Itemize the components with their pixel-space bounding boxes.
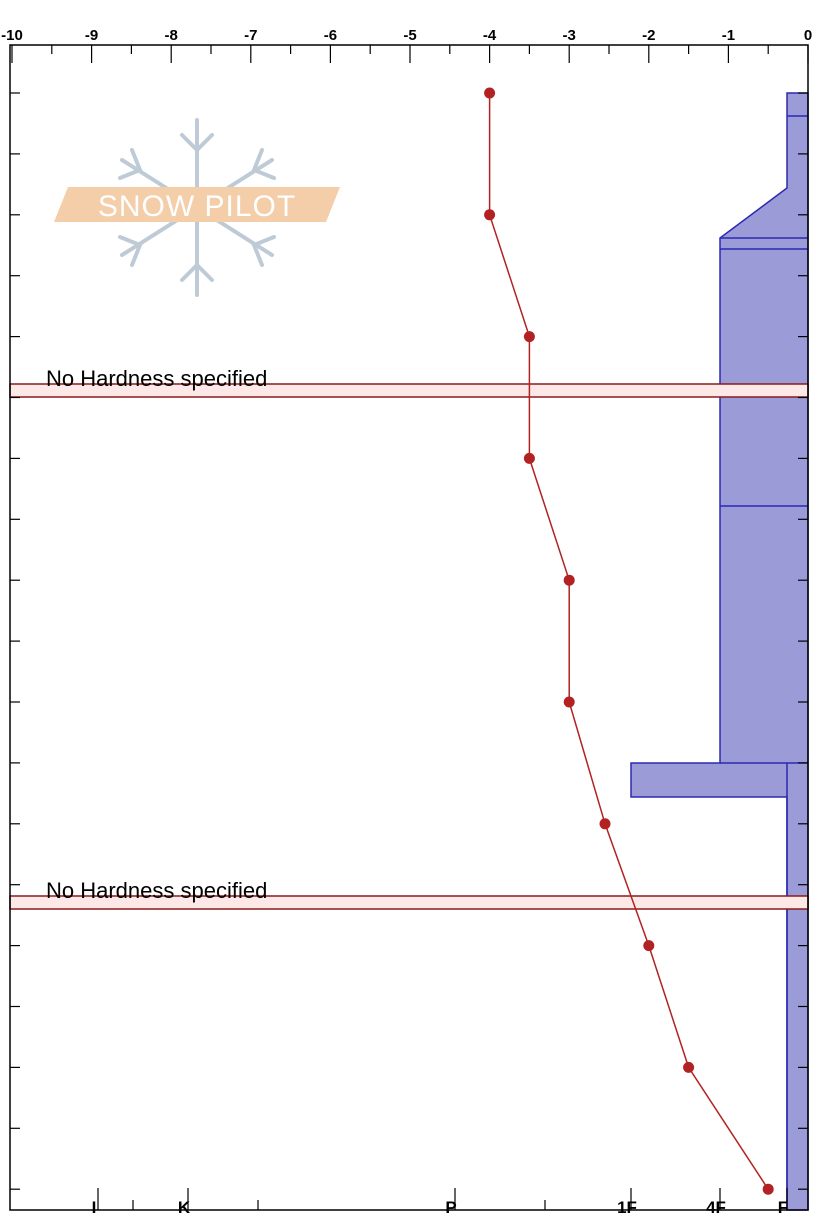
temperature-line bbox=[488, 93, 769, 1190]
hardness-profile bbox=[630, 92, 809, 1211]
plot-frame bbox=[9, 44, 809, 1211]
top-tick-label: -10 bbox=[1, 27, 23, 44]
hardness-tick-label: I bbox=[92, 1198, 97, 1215]
temperature-point bbox=[523, 452, 535, 464]
logo-text: SNOW PILOT bbox=[98, 190, 296, 223]
top-tick-label: -2 bbox=[642, 27, 655, 44]
top-tick-label: -4 bbox=[483, 27, 497, 44]
top-tick-label: -9 bbox=[85, 27, 98, 44]
temperature-point bbox=[523, 331, 535, 343]
hardness-tick-label: P bbox=[445, 1198, 456, 1215]
top-tick-label: -3 bbox=[563, 27, 576, 44]
no-hardness-label: No Hardness specified bbox=[46, 366, 267, 391]
hardness-tick-label: F bbox=[778, 1198, 788, 1215]
top-tick-label: 0 bbox=[804, 27, 812, 44]
temperature-point bbox=[762, 1183, 774, 1195]
temperature-point bbox=[599, 818, 611, 830]
top-tick-label: -7 bbox=[244, 27, 257, 44]
temperature-point bbox=[484, 87, 496, 99]
hardness-tick-label: 4F bbox=[706, 1198, 726, 1215]
top-tick-label: -8 bbox=[165, 27, 178, 44]
snowpilot-logo: SNOW PILOT bbox=[54, 118, 340, 297]
temperature-point bbox=[484, 209, 496, 221]
temperature-point bbox=[563, 574, 575, 586]
top-tick-label: -6 bbox=[324, 27, 337, 44]
top-tick-label: -1 bbox=[722, 27, 735, 44]
hardness-tick-label: 1F bbox=[617, 1198, 637, 1215]
temperature-point bbox=[683, 1061, 695, 1073]
no-hardness-label: No Hardness specified bbox=[46, 878, 267, 903]
logo-banner bbox=[54, 187, 340, 222]
hardness-tick-label: K bbox=[178, 1198, 191, 1215]
temperature-point bbox=[643, 940, 655, 952]
top-tick-label: -5 bbox=[403, 27, 416, 44]
temperature-point bbox=[563, 696, 575, 708]
